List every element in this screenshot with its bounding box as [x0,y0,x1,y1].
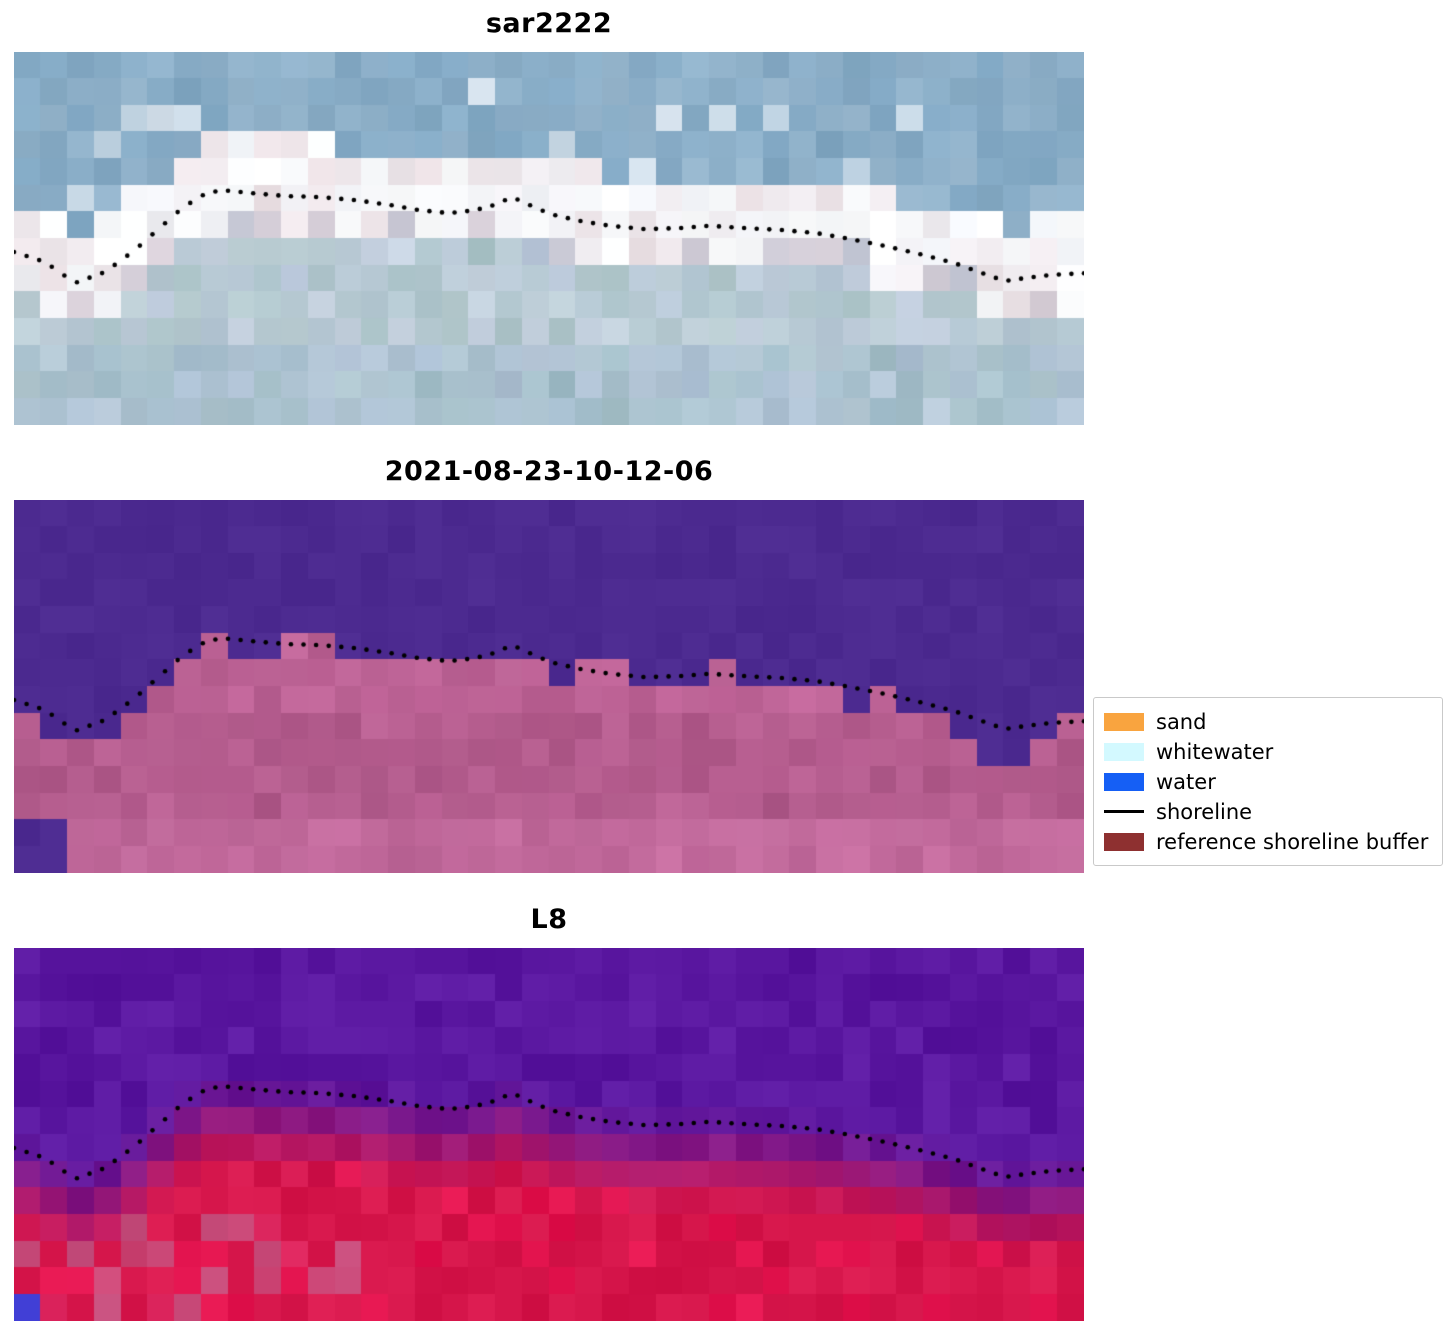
whitewater-swatch [1104,742,1144,761]
legend: sand whitewater water shoreline referenc… [1093,697,1444,866]
legend-item-shoreline: shoreline [1104,798,1428,825]
legend-item-sand: sand [1104,708,1428,735]
panel-title-l8: L8 [530,904,568,935]
panel-image-l8 [14,948,1084,1321]
legend-label-sand: sand [1156,709,1207,734]
panel-image-classified [14,500,1084,873]
legend-label-shoreline: shoreline [1156,799,1253,824]
panel-title-sar2222: sar2222 [485,8,613,39]
legend-label-reference-buffer: reference shoreline buffer [1156,829,1429,854]
legend-item-whitewater: whitewater [1104,738,1428,765]
legend-item-water: water [1104,768,1428,795]
legend-item-reference-buffer: reference shoreline buffer [1104,828,1428,855]
legend-label-water: water [1156,769,1216,794]
sand-swatch [1104,712,1144,731]
legend-label-whitewater: whitewater [1156,739,1274,764]
shoreline-line-swatch [1104,810,1144,813]
panel-title-classified-date: 2021-08-23-10-12-06 [384,456,714,487]
water-swatch [1104,772,1144,791]
reference-buffer-swatch [1104,832,1144,851]
panel-image-sar2222 [14,52,1084,425]
